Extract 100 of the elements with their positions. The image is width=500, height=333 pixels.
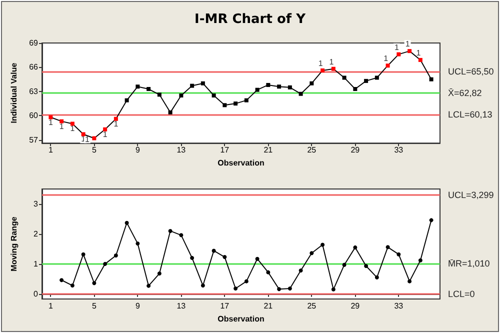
annotation: 1 xyxy=(416,48,422,58)
y-tick-label: 3 xyxy=(34,199,39,208)
annotation: 1 xyxy=(70,124,76,134)
point xyxy=(200,81,205,86)
point xyxy=(396,52,401,56)
y-tick-label: 2 xyxy=(34,229,39,238)
point xyxy=(310,81,314,86)
point xyxy=(418,258,422,262)
x-tick-label: 33 xyxy=(394,302,404,310)
point xyxy=(298,268,303,273)
x-tick-label: 17 xyxy=(220,302,230,310)
x-tick-label: 5 xyxy=(92,146,97,155)
point xyxy=(288,85,292,90)
point xyxy=(81,132,86,136)
annotation: 1 xyxy=(48,118,54,127)
annotation: 1 xyxy=(102,130,108,139)
point xyxy=(266,82,270,87)
point xyxy=(408,279,412,284)
point xyxy=(353,87,358,92)
ref-line-label: LCL=60,13 xyxy=(448,110,492,120)
point xyxy=(212,248,216,253)
point xyxy=(70,284,74,288)
point xyxy=(157,92,162,97)
ref-line-label: X̄=62,82 xyxy=(448,88,482,98)
y-axis-title: Moving Range xyxy=(10,216,18,272)
point xyxy=(136,84,140,89)
x-tick-label: 25 xyxy=(307,146,317,155)
point xyxy=(374,76,379,80)
point xyxy=(60,119,64,124)
point xyxy=(157,272,162,276)
x-axis-title: Observation xyxy=(218,314,264,324)
point xyxy=(222,255,227,260)
point xyxy=(364,264,368,268)
x-tick-label: 1 xyxy=(48,302,54,310)
x-tick-label: 29 xyxy=(350,302,360,310)
point xyxy=(200,284,205,288)
point xyxy=(114,254,118,258)
point xyxy=(179,93,184,98)
point xyxy=(190,84,194,88)
y-tick-label: 1 xyxy=(34,259,39,268)
ref-line-label: UCL=65,50 xyxy=(448,66,494,76)
x-tick-label: 33 xyxy=(394,146,404,155)
point xyxy=(103,262,108,266)
annotation: 1 xyxy=(394,42,400,52)
annotation: 1 xyxy=(329,57,334,66)
y-tick-label: 0 xyxy=(34,289,39,298)
point xyxy=(212,93,216,98)
point xyxy=(342,262,346,267)
annotation: 1 xyxy=(405,40,410,49)
point xyxy=(298,92,303,96)
point xyxy=(92,281,96,286)
y-tick-label: 57 xyxy=(29,135,39,144)
annotation: 1 xyxy=(318,58,324,68)
x-tick-label: 17 xyxy=(220,146,230,155)
annotation: 1 xyxy=(59,122,64,131)
point xyxy=(408,49,412,54)
point xyxy=(103,127,108,132)
x-tick-label: 29 xyxy=(350,146,360,155)
annotation: 1 xyxy=(84,134,90,144)
point xyxy=(331,66,336,71)
point xyxy=(136,242,140,246)
point xyxy=(81,252,86,256)
x-tick-label: 9 xyxy=(135,302,140,310)
point xyxy=(277,287,282,292)
point xyxy=(320,242,325,247)
point xyxy=(386,245,390,250)
x-tick-label: 5 xyxy=(92,302,97,310)
point xyxy=(92,136,96,140)
ref-line-label: LCL=0 xyxy=(448,288,475,299)
point xyxy=(429,77,434,82)
point xyxy=(418,58,422,62)
y-tick-label: 69 xyxy=(29,38,39,48)
y-tick-label: 63 xyxy=(29,86,39,96)
ref-line-label: M̄R=1,010 xyxy=(448,258,490,269)
point xyxy=(124,98,129,102)
point xyxy=(374,275,379,280)
point xyxy=(331,287,336,292)
x-tick-label: 25 xyxy=(307,302,317,310)
point xyxy=(320,68,325,72)
point xyxy=(364,78,368,83)
ref-line-label: UCL=3,299 xyxy=(448,190,494,200)
point xyxy=(353,245,358,250)
point xyxy=(190,256,194,260)
point xyxy=(244,98,248,102)
x-tick-label: 13 xyxy=(176,146,186,155)
point xyxy=(114,116,118,121)
x-tick-label: 1 xyxy=(48,146,54,155)
point xyxy=(310,251,314,256)
point xyxy=(146,87,151,92)
point xyxy=(168,228,172,233)
point xyxy=(234,102,238,106)
annotation: 1 xyxy=(384,54,389,64)
x-tick-label: 21 xyxy=(264,146,274,155)
x-tick-label: 21 xyxy=(264,302,274,310)
point xyxy=(288,286,292,291)
point xyxy=(70,122,74,126)
point xyxy=(255,88,260,92)
point xyxy=(255,256,260,261)
point xyxy=(48,115,53,120)
point xyxy=(429,218,434,222)
